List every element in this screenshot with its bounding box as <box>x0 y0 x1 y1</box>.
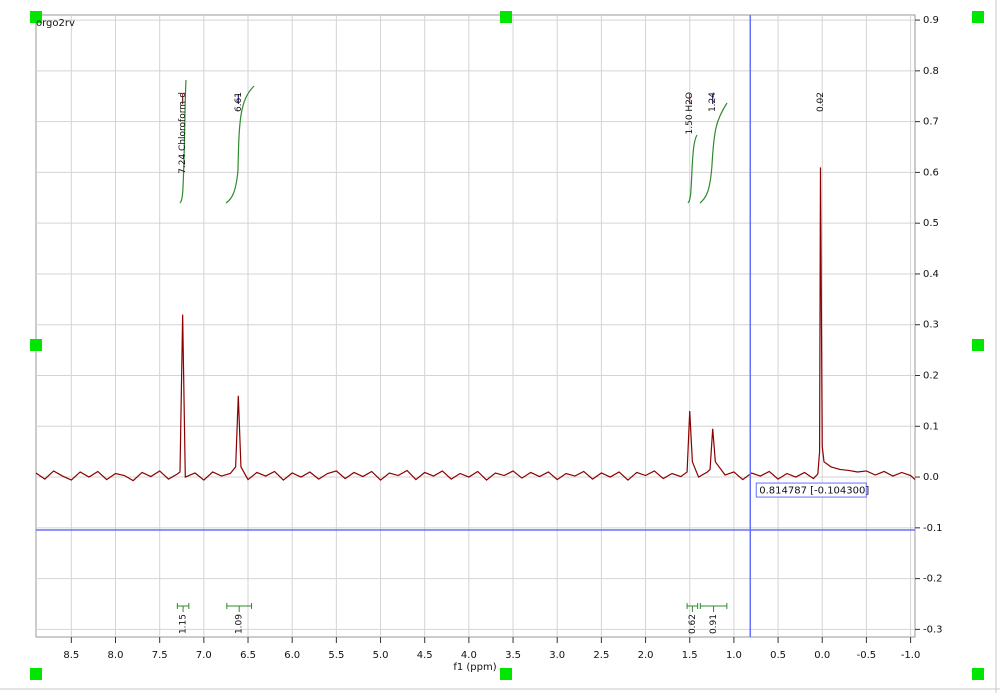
y-tick-label: -0.3 <box>923 624 943 635</box>
x-tick-label: -1.0 <box>901 650 921 661</box>
y-tick-label: 0.8 <box>923 66 939 77</box>
y-tick-label: 0.5 <box>923 218 939 229</box>
x-tick-label: 8.5 <box>63 650 79 661</box>
x-tick-label: 5.0 <box>373 650 389 661</box>
grid-layer <box>36 15 915 637</box>
y-tick-label: 0.2 <box>923 371 939 382</box>
y-tick-label: 0.3 <box>923 320 939 331</box>
integral-label: 1.09 <box>235 614 245 634</box>
integral-curves <box>179 79 728 204</box>
y-tick-label: 0.0 <box>923 472 939 483</box>
handle[interactable] <box>500 668 512 680</box>
x-tick-label: 4.5 <box>417 650 433 661</box>
spectrum-line <box>35 167 916 482</box>
integral-curve <box>179 79 187 204</box>
y-tick-label: 0.6 <box>923 167 939 178</box>
x-tick-label: 3.5 <box>505 650 521 661</box>
x-tick-label: 4.0 <box>461 650 477 661</box>
x-tick-label: 5.5 <box>328 650 344 661</box>
x-tick-label: 7.0 <box>196 650 212 661</box>
y-tick-label: 0.4 <box>923 269 939 280</box>
selection-handles <box>30 11 984 680</box>
integral-curve <box>687 134 698 204</box>
x-tick-label: 2.5 <box>593 650 609 661</box>
x-axis-label: f1 (ppm) <box>453 662 496 673</box>
y-tick-label: 0.9 <box>923 15 939 26</box>
peak-label: 6.61 <box>234 92 244 112</box>
integral-curve <box>699 102 728 204</box>
x-tick-label: 1.5 <box>682 650 698 661</box>
handle[interactable] <box>500 11 512 23</box>
y-tick-label: -0.2 <box>923 574 943 585</box>
handle[interactable] <box>30 339 42 351</box>
integral-curve <box>225 85 255 204</box>
x-tick-label: 1.0 <box>726 650 742 661</box>
handle[interactable] <box>972 668 984 680</box>
chart-title: orgo2rv <box>36 18 75 29</box>
integral-label: 0.62 <box>688 614 698 634</box>
x-tick-label: 0.0 <box>814 650 830 661</box>
y-tick-label: 0.1 <box>923 421 939 432</box>
y-tick-label: -0.1 <box>923 523 943 534</box>
handle[interactable] <box>30 11 42 23</box>
x-tick-label: 6.0 <box>284 650 300 661</box>
x-tick-label: 7.5 <box>152 650 168 661</box>
peak-label: 0.02 <box>816 92 826 112</box>
plot-frame <box>35 14 916 638</box>
x-tick-label: 8.0 <box>108 650 124 661</box>
integral-label: 0.91 <box>709 614 719 634</box>
handle[interactable] <box>972 339 984 351</box>
y-tick-label: 0.7 <box>923 117 939 128</box>
cursor-readout: 0.814787 [-0.104300] <box>759 486 869 497</box>
peak-label: 1.50 H2O <box>685 92 695 134</box>
x-tick-label: 0.5 <box>770 650 786 661</box>
handle[interactable] <box>972 11 984 23</box>
peak-label: 1.24 <box>708 92 718 112</box>
cursor-readout-box <box>755 482 867 498</box>
x-tick-label: -0.5 <box>857 650 877 661</box>
peak-label: 7.24 Chloroform-d <box>178 92 188 174</box>
x-tick-label: 2.0 <box>638 650 654 661</box>
x-tick-label: 3.0 <box>549 650 565 661</box>
integral-label: 1.15 <box>179 614 189 634</box>
x-tick-label: 6.5 <box>240 650 256 661</box>
handle[interactable] <box>30 668 42 680</box>
